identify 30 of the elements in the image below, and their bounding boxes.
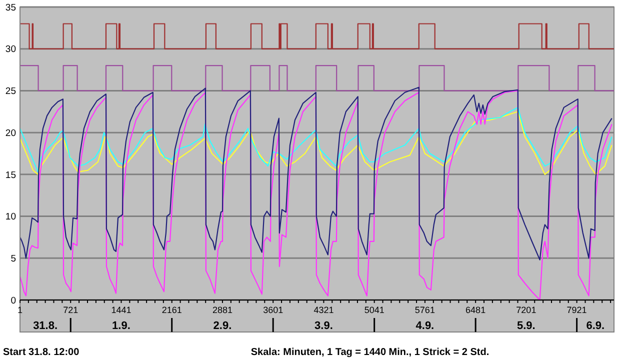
text: 4.9. (416, 320, 434, 332)
y-tick-label: 0 (10, 295, 16, 306)
x-tick-label: 2881 (212, 305, 232, 315)
x-tick-label: 1 (17, 305, 23, 315)
y-tick-label: 25 (5, 86, 16, 98)
x-tick-label: 4321 (314, 305, 334, 315)
text: 2.9. (213, 320, 232, 332)
text: 3.9. (314, 320, 333, 332)
x-tick-label: 7201 (516, 305, 536, 315)
x-tick-label: 721 (63, 305, 78, 315)
line-series (19, 86, 612, 260)
text: 1.9. (112, 320, 130, 332)
x-tick-label: 6481 (466, 305, 486, 315)
y-tick-label: 15 (5, 170, 16, 181)
y-tick-label: 10 (5, 212, 16, 223)
x-tick-label: 5041 (364, 305, 384, 315)
text: 31.8. (33, 320, 58, 332)
text: Start 31.8. 12:00 (3, 347, 80, 358)
x-tick-label: 1441 (111, 305, 132, 315)
text: Skala: Minuten, 1 Tag = 1440 Min., 1 Strick = 2 Std. (250, 347, 490, 358)
y-tick-label: 5 (10, 253, 16, 264)
x-tick-label: 2161 (162, 305, 182, 315)
y-tick-label: 30 (5, 44, 16, 56)
x-tick-label: 5761 (414, 305, 435, 315)
text: 6.9. (586, 320, 605, 332)
text: 5.9. (517, 320, 536, 332)
y-tick-label: 35 (5, 2, 16, 14)
x-tick-label: 3601 (263, 305, 284, 315)
x-tick-label: 7921 (566, 305, 587, 315)
y-tick-label: 20 (5, 128, 16, 139)
